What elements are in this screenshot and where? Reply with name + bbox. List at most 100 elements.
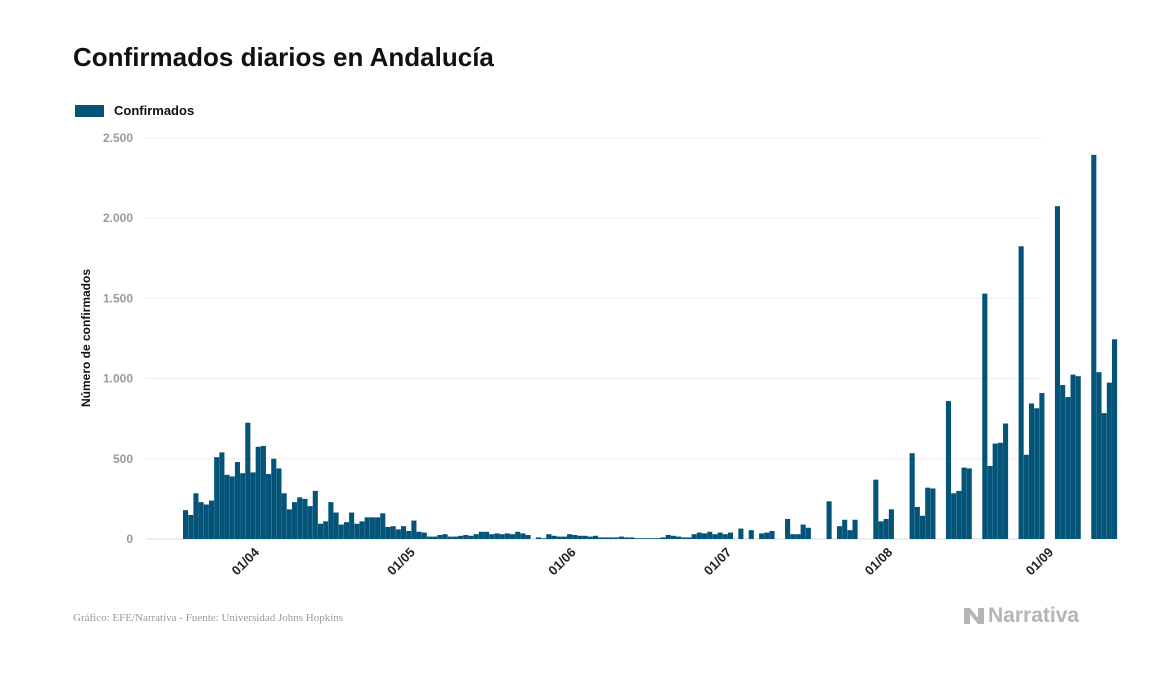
bar: [395, 529, 401, 539]
bar: [930, 488, 936, 539]
bar: [380, 513, 386, 539]
x-tick-label: 01/04: [229, 544, 263, 578]
bar: [406, 530, 412, 539]
bar: [1023, 454, 1029, 539]
bar: [681, 537, 687, 539]
bar: [489, 534, 495, 539]
bar: [1018, 246, 1024, 539]
bar: [250, 472, 256, 539]
legend-swatch: [75, 104, 104, 117]
x-tick-label: 01/05: [384, 545, 418, 579]
bar: [509, 534, 516, 539]
bar: [644, 538, 651, 539]
bar: [317, 523, 324, 539]
x-tick-label: 01/06: [545, 545, 579, 579]
brand-logo: Narrativa: [963, 604, 1079, 628]
bar: [707, 531, 713, 539]
bar: [307, 506, 313, 539]
bar: [748, 530, 754, 539]
bar: [608, 537, 614, 539]
bar: [359, 521, 365, 539]
bar: [587, 536, 593, 539]
bar: [276, 468, 282, 539]
bar: [556, 536, 562, 539]
x-tick-label: 01/07: [701, 545, 735, 579]
bar: [183, 510, 189, 539]
bar: [411, 520, 417, 539]
bar: [618, 536, 625, 539]
bar: [224, 474, 230, 539]
y-tick-label: 0: [126, 532, 133, 546]
bar: [1070, 374, 1076, 539]
bar: [343, 522, 349, 539]
bar: [593, 535, 599, 539]
bar: [650, 538, 656, 539]
bar: [214, 457, 220, 539]
bar: [1101, 413, 1107, 539]
bar: [826, 501, 832, 539]
page-title: Confirmados diarios en Andalucía: [73, 42, 494, 72]
bar: [291, 502, 298, 539]
bar: [624, 537, 630, 539]
y-tick-label: 1.000: [103, 372, 133, 386]
bar: [727, 532, 734, 539]
bar: [702, 533, 708, 539]
bar: [193, 493, 199, 539]
bar: [883, 518, 889, 539]
bar: [852, 519, 858, 539]
bar: [572, 534, 578, 539]
bar: [945, 401, 952, 539]
bar: [909, 453, 915, 539]
x-axis-ticks: 01/04 01/05 01/06 01/07 01/08 01/09: [229, 544, 1057, 578]
bar: [634, 538, 640, 539]
bar: [1096, 372, 1102, 539]
bar: [1106, 382, 1112, 539]
bar: [888, 509, 894, 539]
bar: [598, 537, 604, 539]
bar: [676, 536, 682, 539]
bar: [369, 517, 375, 539]
bar: [447, 536, 453, 539]
y-tick-label: 1.500: [103, 291, 133, 305]
bar: [338, 524, 344, 539]
x-tick-label: 01/08: [862, 545, 896, 579]
bar: [582, 535, 588, 539]
bar: [1060, 385, 1066, 539]
bar: [473, 534, 479, 539]
bar: [535, 537, 542, 539]
bar: [1112, 339, 1118, 539]
bar: [442, 534, 448, 539]
bar: [686, 537, 692, 539]
bar: [219, 452, 225, 539]
bar: [919, 515, 926, 539]
bar: [271, 458, 277, 539]
bar: [520, 533, 526, 539]
bar: [328, 502, 334, 539]
legend-label: Confirmados: [114, 103, 195, 118]
bar: [515, 531, 521, 539]
bar: [203, 504, 209, 539]
bar: [914, 506, 920, 539]
bar: [198, 502, 204, 539]
bar: [951, 493, 957, 539]
bar: [1091, 154, 1097, 539]
bar: [769, 530, 775, 539]
bar: [400, 526, 407, 539]
bar: [234, 462, 240, 539]
bar: [499, 534, 505, 539]
bar: [432, 536, 438, 539]
bar: [717, 532, 723, 539]
y-axis-ticks: 0 500 1.000 1.500 2.000 2.500: [103, 131, 133, 546]
bar: [421, 532, 427, 539]
bar: [1034, 408, 1040, 539]
bar: [297, 497, 303, 539]
bar: [722, 534, 728, 539]
bar: [764, 532, 770, 539]
bar: [660, 537, 666, 539]
bar: [551, 535, 557, 539]
bar: [333, 512, 339, 539]
bar: [364, 517, 370, 539]
bar: [603, 537, 609, 539]
narrativa-logo-icon: [964, 608, 984, 624]
